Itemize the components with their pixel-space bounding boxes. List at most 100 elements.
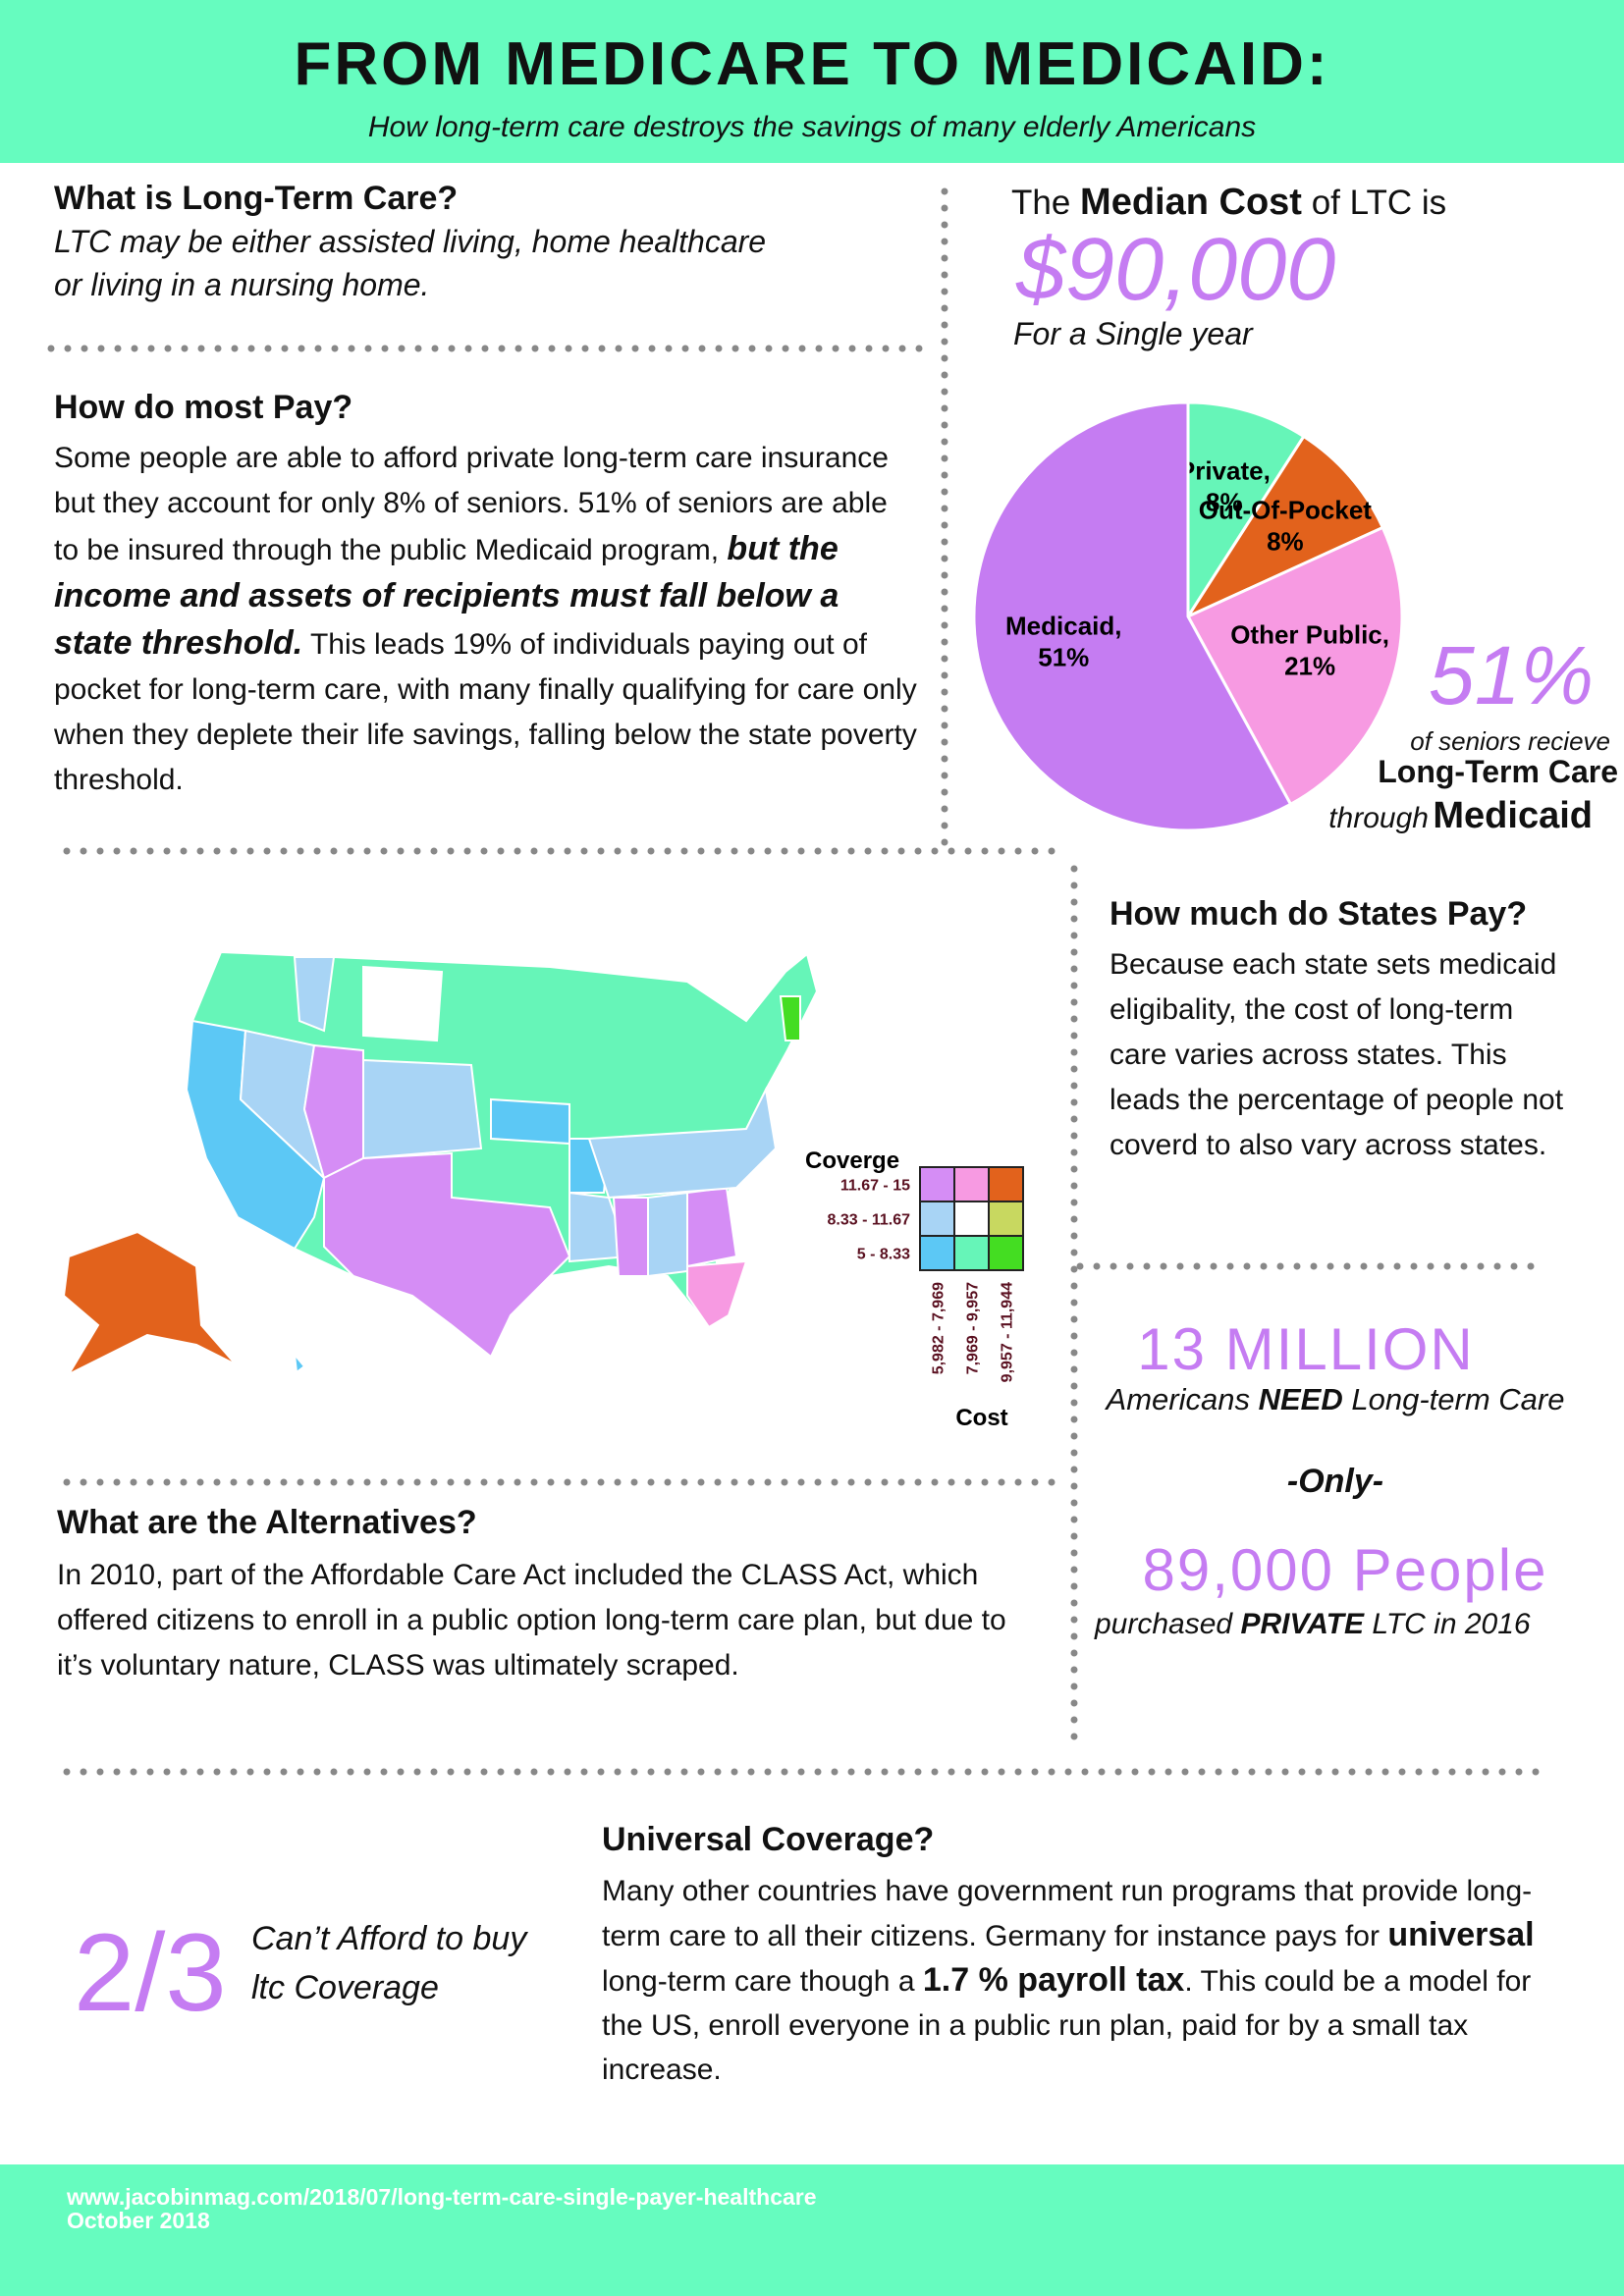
slice-name: Out-Of-Pocket — [1199, 495, 1373, 524]
text-block: Many other countries have government run… — [602, 1869, 1544, 2092]
footer-url: www.jacobinmag.com/2018/07/long-term-car… — [67, 2184, 817, 2210]
pie-slice — [1186, 400, 1306, 622]
slice-name: Medicaid, — [1005, 611, 1121, 640]
stat-text: Long-Term Care — [1378, 754, 1618, 789]
heading: What is Long-Term Care? — [54, 180, 459, 217]
pie-slice — [972, 400, 1293, 832]
legend-cell — [919, 1235, 955, 1271]
stat-value: 2/3 — [74, 1911, 227, 2034]
slice-value: 21% — [1284, 651, 1335, 680]
map-region — [490, 1097, 570, 1146]
map-region — [686, 1259, 748, 1329]
legend-y-bin: 8.33 - 11.67 — [827, 1212, 910, 1229]
map-legend: Coverge Cost 11.67 - 15 8.33 - 11.67 5 - 8… — [805, 1148, 1024, 1431]
text: purchased — [1095, 1608, 1233, 1640]
stat-value: 13 MILLION — [1137, 1316, 1475, 1382]
footer: www.jacobinmag.com/2018/07/long-term-car… — [67, 2185, 817, 2232]
map-region — [587, 1086, 778, 1200]
stat-text: purchased PRIVATE LTC in 2016 — [1095, 1608, 1531, 1641]
subtitle: How long-term care destroys the savings … — [367, 111, 1257, 143]
heading: Universal Coverage? — [602, 1821, 935, 1858]
legend-cell — [988, 1235, 1024, 1271]
slice-name: Other Public, — [1230, 619, 1389, 649]
legend-x-bin: 9,957 - 11,944 — [1000, 1282, 1016, 1382]
slice-name: Private, — [1178, 455, 1271, 485]
map-region — [293, 956, 336, 1033]
map-region — [647, 1191, 688, 1278]
legend-y-bin: 11.67 - 15 — [840, 1178, 910, 1195]
text-line: Can’t Afford to buy — [251, 1920, 527, 1957]
pie-slice — [1183, 434, 1385, 620]
footer-band — [0, 2164, 1624, 2296]
text: NEED — [1258, 1382, 1343, 1416]
text-block: In 2010, part of the Affordable Care Act… — [57, 1559, 1006, 1682]
text: but the income and assets of recipients … — [54, 530, 839, 662]
map-region — [293, 1351, 306, 1374]
text-line: or living in a nursing home. — [54, 267, 430, 302]
stat-text: Americans NEED Long-term Care — [1080, 1382, 1591, 1417]
stat-value: 51% — [1429, 629, 1595, 721]
map-region — [612, 1197, 649, 1277]
legend-cell — [953, 1166, 990, 1202]
text: This leads 19% of individuals paying out… — [54, 628, 917, 796]
heading: How do most Pay? — [54, 389, 353, 426]
legend-cell — [919, 1201, 955, 1237]
map-region — [686, 1186, 738, 1268]
map-region — [362, 1058, 483, 1160]
legend-cell — [919, 1166, 955, 1202]
legend-x-bin: 5,982 - 7,969 — [931, 1282, 947, 1374]
text: universal — [1387, 1916, 1535, 1953]
slice-value: 51% — [1038, 642, 1089, 671]
legend-cell — [988, 1201, 1024, 1237]
median-amount: $90,000 — [1016, 221, 1336, 319]
stat-text: -Only- — [1286, 1463, 1384, 1500]
text: 1.7 % payroll tax — [922, 1961, 1185, 1999]
median-line: The Median Cost of LTC is — [1011, 182, 1446, 224]
text: Long-term Care — [1351, 1382, 1565, 1416]
map-region — [779, 995, 801, 1041]
text: The — [1011, 184, 1071, 222]
pie-slice — [1185, 525, 1404, 807]
legend-cell — [953, 1235, 990, 1271]
slice-label: Other Public, 21% — [1230, 619, 1389, 680]
text-block: LTC may be either assisted living, home … — [54, 220, 766, 306]
median-note: For a Single year — [1013, 316, 1253, 351]
legend-cell — [953, 1201, 990, 1237]
legend-x-bin: 7,969 - 9,957 — [965, 1282, 982, 1374]
legend-x-title: Cost — [955, 1405, 1007, 1431]
title: FROM MEDICARE TO MEDICAID: — [294, 30, 1330, 98]
text: of LTC is — [1311, 184, 1447, 222]
slice-label: Out-Of-Pocket 8% — [1199, 495, 1373, 556]
map-region — [62, 1230, 237, 1377]
slice-value: 8% — [1206, 487, 1243, 516]
stat-value: 89,000 People — [1142, 1537, 1548, 1603]
dividers — [47, 187, 1541, 1776]
legend-y-title: Coverge — [805, 1148, 899, 1174]
text: LTC in 2016 — [1372, 1608, 1531, 1640]
text-line: LTC may be either assisted living, home … — [54, 224, 767, 259]
text-line: ltc Coverage — [251, 1969, 439, 2006]
text: Median Cost — [1080, 182, 1302, 223]
heading: How much do States Pay? — [1110, 895, 1528, 933]
us-map — [62, 950, 819, 1377]
text: Some people are able to afford private l… — [54, 442, 889, 566]
stat-text: of seniors recieve — [1410, 726, 1610, 756]
heading: What are the Alternatives? — [57, 1504, 477, 1541]
stat-text: Can’t Afford to buy ltc Coverage — [251, 1914, 526, 2012]
text: long-term care though a — [602, 1965, 915, 1998]
text: through — [1328, 802, 1429, 834]
text: PRIVATE — [1240, 1608, 1365, 1640]
text: Americans — [1106, 1382, 1250, 1416]
text-block: Some people are able to afford private l… — [54, 436, 918, 803]
text-block: Because each state sets medicaid eligiba… — [1110, 948, 1564, 1161]
text: Medicaid — [1433, 795, 1593, 836]
text: . This could be a model for the US, enro… — [602, 1965, 1532, 2086]
map-region — [323, 1151, 571, 1359]
legend-y-bin: 5 - 8.33 — [857, 1247, 910, 1263]
legend-cell — [988, 1166, 1024, 1202]
slice-label: Medicaid, 51% — [1005, 611, 1121, 671]
slice-value: 8% — [1267, 526, 1304, 556]
footer-date: October 2018 — [67, 2208, 210, 2233]
